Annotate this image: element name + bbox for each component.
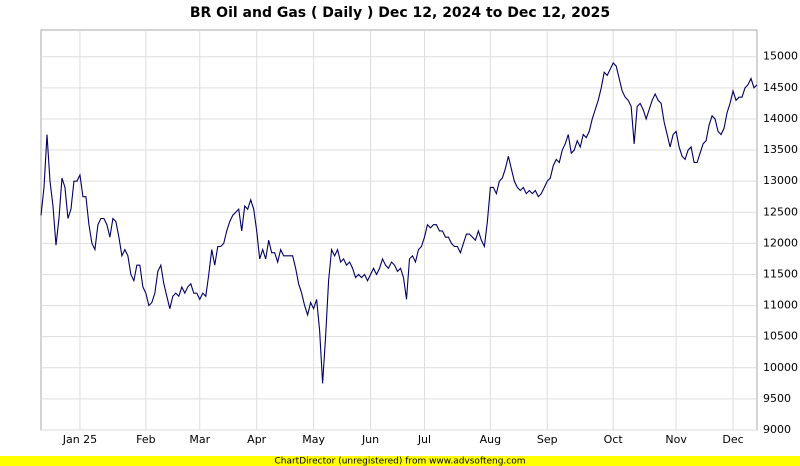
x-tick-label: Sep <box>537 433 558 446</box>
y-tick-label: 10500 <box>763 330 798 343</box>
x-tick-label: Jun <box>361 433 379 446</box>
x-tick-label: Nov <box>665 433 687 446</box>
x-tick-label: Jul <box>417 433 431 446</box>
y-tick-label: 11500 <box>763 267 798 280</box>
footer-bar <box>0 456 800 466</box>
price-line <box>40 62 758 384</box>
x-tick-label: Dec <box>722 433 743 446</box>
y-tick-label: 13500 <box>763 143 798 156</box>
y-tick-label: 14000 <box>763 112 798 125</box>
y-tick-label: 12000 <box>763 236 798 249</box>
x-tick-label: Oct <box>604 433 624 446</box>
x-tick-label: Feb <box>136 433 155 446</box>
y-tick-label: 12500 <box>763 205 798 218</box>
x-tick-label: Apr <box>247 433 267 446</box>
y-tick-label: 15000 <box>763 50 798 63</box>
footer: ChartDirector (unregistered) from www.ad… <box>274 457 525 466</box>
chart-title: BR Oil and Gas ( Daily ) Dec 12, 2024 to… <box>190 5 610 21</box>
y-tick-label: 14500 <box>763 81 798 94</box>
x-tick-label: Jan 25 <box>62 433 97 446</box>
y-tick-label: 13000 <box>763 174 798 187</box>
y-tick-label: 10000 <box>763 361 798 374</box>
x-tick-label: Mar <box>189 433 210 446</box>
y-tick-label: 11000 <box>763 299 798 312</box>
x-tick-label: May <box>302 433 325 446</box>
y-tick-label: 9500 <box>763 392 791 405</box>
plot-area <box>40 29 758 431</box>
x-tick-label: Aug <box>480 433 501 446</box>
y-tick-label: 9000 <box>763 423 791 436</box>
